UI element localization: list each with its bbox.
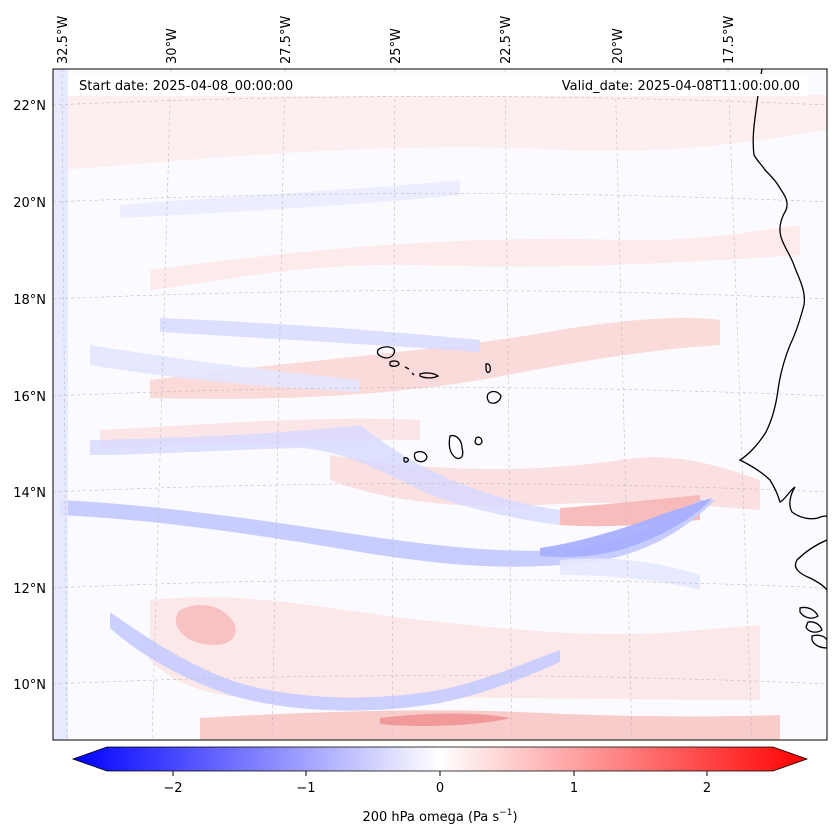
header-strip [68,74,808,96]
coastlines [376,69,827,649]
descent-west-edge [53,69,68,740]
lon-label-20w: 20°W [611,28,626,64]
colorbar-title-close: ) [512,810,517,825]
meridian-20w [614,69,633,740]
colorbar: −2 −1 0 1 2 200 hPa omega (Pa s−1) [71,746,809,825]
ascent-region-upper [150,225,800,290]
descent-band-13n [60,500,715,567]
descent-band-15n [90,425,560,525]
longitude-labels: 32.5°W 30°W 27.5°W 25°W 22.5°W 20°W 17.5… [56,16,737,64]
parallel-14n [53,483,827,493]
parallel-18n [53,290,827,300]
ascent-core-9n [380,713,510,726]
colorbar-label-0: 0 [436,781,444,796]
sao-nicolau-island [411,372,415,376]
lon-label-25w: 25°W [389,28,404,64]
colorbar-bar [71,746,809,772]
parallel-12n [53,579,827,589]
omega-field [53,69,827,740]
colorbar-ticks [172,771,708,776]
meridian-22-5w [504,69,513,740]
lat-label-18n: 18°N [13,293,46,308]
sal-island [485,363,491,374]
start-date-text: Start date: 2025-04-08_00:00:00 [79,79,293,94]
ascent-patch-south [175,605,236,645]
africa-coastline [738,69,827,520]
descent-band-17n [160,318,480,352]
graticule [53,69,827,740]
parallel-16n [53,387,827,397]
lon-label-32-5w: 32.5°W [56,16,71,64]
meridian-27-5w [271,69,286,740]
ascent-region-north [60,95,827,170]
valid-date-text: Valid_date: 2025-04-08T11:00:00.00 [562,79,800,94]
lon-label-17-5w: 17.5°W [722,16,737,64]
meridian-30w [151,69,172,740]
lon-label-27-5w: 27.5°W [279,16,294,64]
boa-vista-island [486,390,502,404]
parallel-20n [53,193,827,203]
lat-label-10n: 10°N [13,678,46,693]
parallel-22n [53,96,827,106]
ascent-region-south [150,597,760,700]
map-frame [52,68,828,741]
sao-nicolau-east [419,372,440,379]
lon-label-22-5w: 22.5°W [499,16,514,64]
brava-island [403,457,409,463]
fogo-island [413,450,428,463]
lat-label-22n: 22°N [13,99,46,114]
coastal-islands [799,606,827,649]
ascent-band-9n [200,710,780,740]
santiago-island [448,434,464,460]
descent-band-16n [90,345,360,392]
colorbar-title-main: 200 hPa omega (Pa s [362,810,499,825]
lon-label-30w: 30°W [165,28,180,64]
lat-label-14n: 14°N [13,486,46,501]
colorbar-title: 200 hPa omega (Pa s−1) [362,808,517,825]
colorbar-label-m2: −2 [163,781,182,796]
sao-vicente-island [389,360,400,368]
descent-region-upper [120,180,460,218]
lat-label-20n: 20°N [13,196,46,211]
latitude-labels: 22°N 20°N 18°N 16°N 14°N 12°N 10°N [13,99,46,693]
lat-label-12n: 12°N [13,582,46,597]
lat-label-16n: 16°N [13,390,46,405]
santa-luzia-islet [404,366,410,370]
colorbar-label-m1: −1 [296,781,315,796]
guinea-bissau-coast [794,539,827,591]
meridian-25w [391,69,396,740]
parallel-10n [53,675,827,685]
map-panel: Start date: 2025-04-08_00:00:00 Valid_da… [52,68,828,741]
meridian-32-5w [61,69,68,740]
colorbar-label-2: 2 [703,781,711,796]
descent-band-11n [110,612,560,711]
descent-core-13n [540,498,712,558]
colorbar-label-1: 1 [570,781,578,796]
meridian-17-5w [727,69,753,740]
colorbar-title-sup: −1 [499,808,512,818]
santo-antao-island [376,346,396,359]
maio-island [474,436,483,446]
